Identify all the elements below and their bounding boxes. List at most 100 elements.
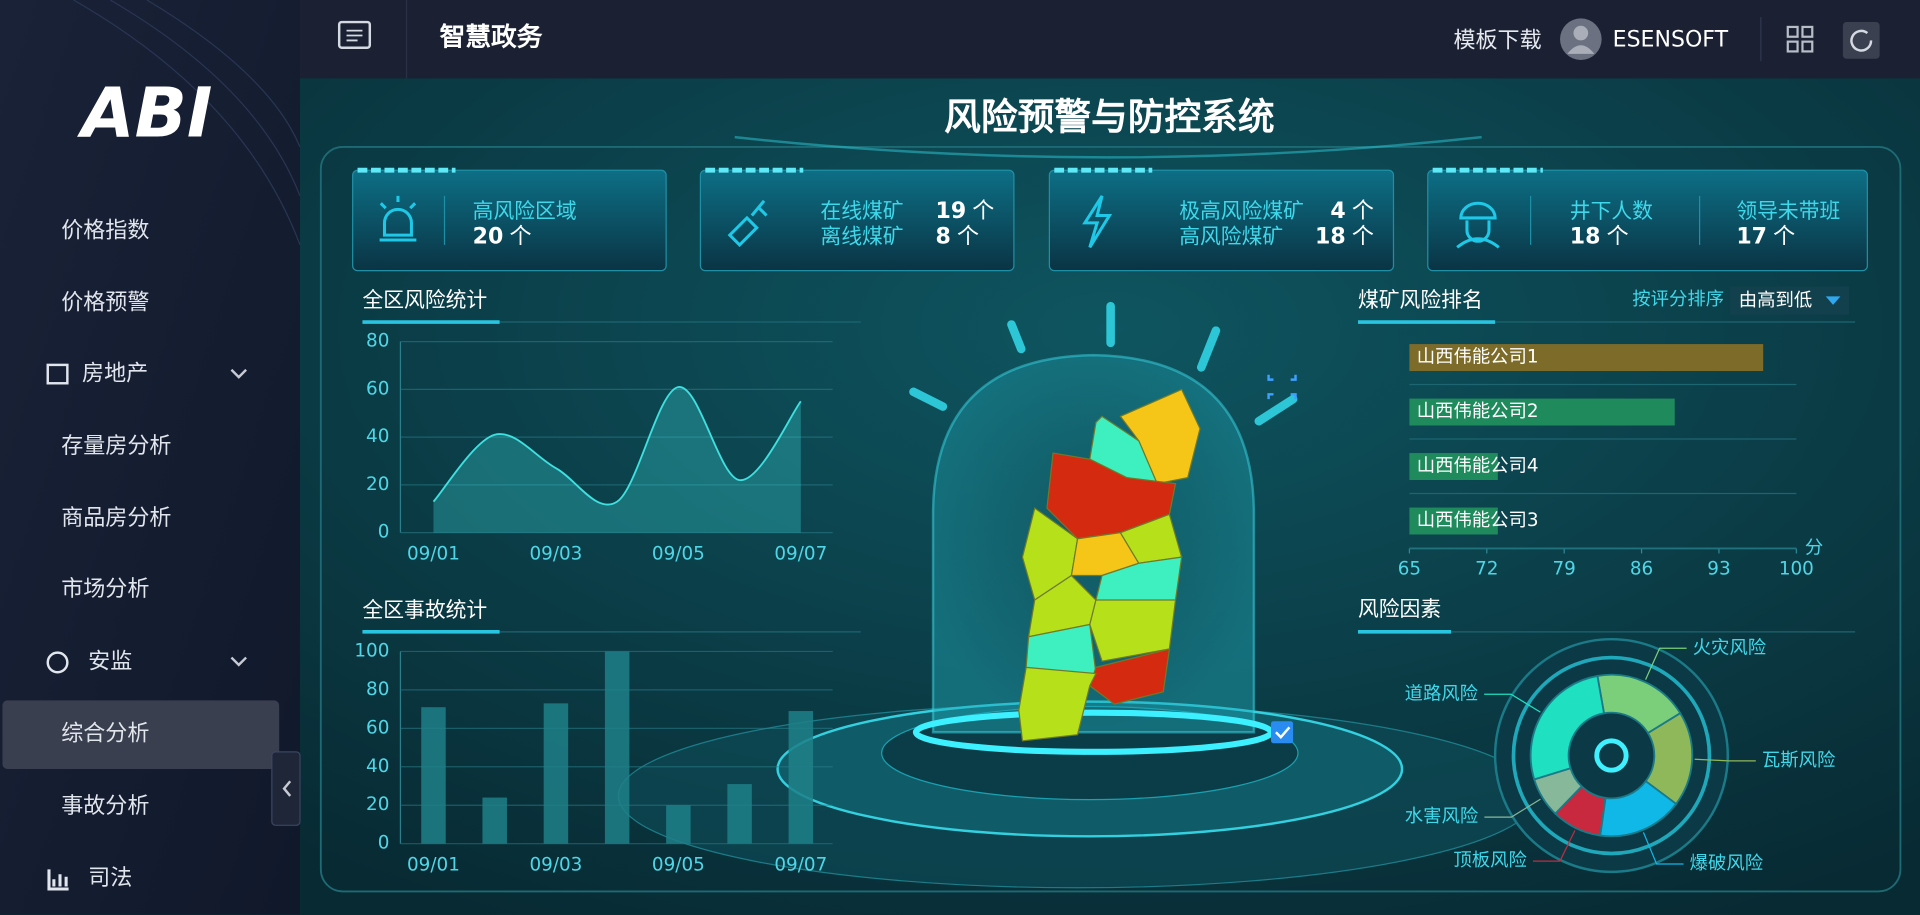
alarm-icon [379,195,417,242]
y-tick-label: 80 [366,331,389,352]
kpi-unit: 个 [509,225,531,250]
chart-title: 风险因素 [1358,597,1441,621]
y-tick-label: 0 [378,522,390,543]
user-name[interactable]: ESENSOFT [1613,27,1729,52]
collapse-arrow [282,780,292,797]
leader-line [1694,758,1756,762]
map-visual [617,301,1538,889]
chevron[interactable] [230,368,247,379]
kpi-number: 20 [473,225,504,250]
menu-group[interactable]: 安监 [88,649,132,674]
x-tick-label: 93 [1707,558,1730,579]
x-tick-label: 09/07 [774,544,827,565]
x-tick-label: 09/07 [774,855,827,876]
refresh-icon [1850,29,1873,52]
kpi-number: 18 [1570,225,1601,250]
menu-item[interactable]: 存量房分析 [61,434,171,459]
area-fill [433,386,801,533]
kpi-value: 17 个 [1736,225,1795,250]
kpi-unit: 个 [1773,225,1795,250]
kpi-number: 8 [936,225,951,250]
donut-label: 道路风险 [1405,683,1478,704]
bar-label: 山西伟能公司3 [1417,510,1539,531]
chart-title: 煤矿风险排名 [1358,288,1483,312]
chevron[interactable] [230,656,247,667]
kpi-number: 18 [1315,225,1346,250]
menu-item[interactable]: 事故分析 [61,794,149,819]
leader-line [1645,647,1687,680]
dome-rays [909,301,1298,426]
dropdown-arrow [1825,296,1841,305]
donut-outer-ring [1493,637,1729,874]
x-tick-label: 100 [1779,558,1814,579]
fullscreen-icon[interactable] [1267,374,1297,400]
sort-label: 按评分排序 [1632,289,1724,310]
lightning-icon [1082,195,1113,249]
kpi-value: 19 个 [936,199,995,224]
template-download[interactable]: 模板下载 [1453,29,1541,54]
menu-item[interactable]: 价格预警 [61,291,149,316]
leader-line [1642,832,1684,865]
sort-value: 由高到低 [1739,290,1812,311]
title-glow [734,135,1482,159]
refresh-button[interactable] [1842,22,1880,59]
active-item-highlight [2,700,280,769]
donut-label: 爆破风险 [1690,853,1763,874]
apps-icon[interactable] [1786,25,1814,53]
y-tick-label: 40 [366,756,389,777]
kpi-unit: 个 [972,199,994,224]
menu-item[interactable]: 商品房分析 [61,506,171,531]
checkbox[interactable] [1271,721,1294,744]
menu-toggle[interactable] [337,20,372,49]
sidebar-menu: 价格指数 价格预警 房地产 存量房分析 商品房分析 市场分析 安监 综合分析 事… [46,218,247,891]
donut-label: 瓦斯风险 [1762,750,1835,771]
y-tick-label: 20 [366,474,389,495]
menu-group[interactable]: 司法 [88,866,132,891]
sort-dropdown[interactable] [1730,286,1849,315]
kpi-value: 18 个 [1570,225,1629,250]
y-tick-label: 60 [366,717,389,738]
shovel-icon [727,199,768,248]
miner-icon [1456,201,1500,249]
area-line [432,386,802,506]
kpi-label: 在线煤矿 [820,199,903,223]
bar-label: 山西伟能公司2 [1417,401,1539,422]
kpi-label: 极高风险煤矿 [1179,199,1304,223]
x-tick-label: 86 [1630,558,1653,579]
header [300,0,1920,79]
menu-toggle-lines [346,29,363,42]
avatar-body [1567,45,1595,54]
leader-line [1532,830,1576,862]
kpi-card [1048,169,1395,272]
donut-center [1594,738,1629,773]
bar [421,707,446,844]
y-tick-label: 80 [366,679,389,700]
x-tick-label: 09/05 [652,544,705,565]
bar [727,784,752,844]
kpi-label: 高风险区域 [473,199,577,223]
kpi-card [699,169,1015,272]
safety-icon [46,651,69,674]
bar [1409,344,1764,372]
x-tick-label: 72 [1475,558,1498,579]
bar [1409,398,1675,426]
menu-group[interactable]: 房地产 [82,362,148,387]
menu-item[interactable]: 价格指数 [61,218,149,243]
avatar-head [1573,25,1589,41]
kpi-number: 19 [936,199,967,224]
kpi-unit: 个 [1352,225,1374,250]
kpi-value: 20 个 [473,225,532,250]
y-tick-label: 100 [354,640,389,661]
bar [666,805,691,844]
x-tick-label: 09/03 [529,855,582,876]
sidebar-pattern [73,0,301,246]
menu-item-active[interactable]: 综合分析 [61,722,149,747]
collapse-tab[interactable] [271,751,301,826]
bar [482,797,507,844]
menu-item[interactable]: 市场分析 [61,577,149,602]
y-tick-label: 0 [378,833,390,854]
